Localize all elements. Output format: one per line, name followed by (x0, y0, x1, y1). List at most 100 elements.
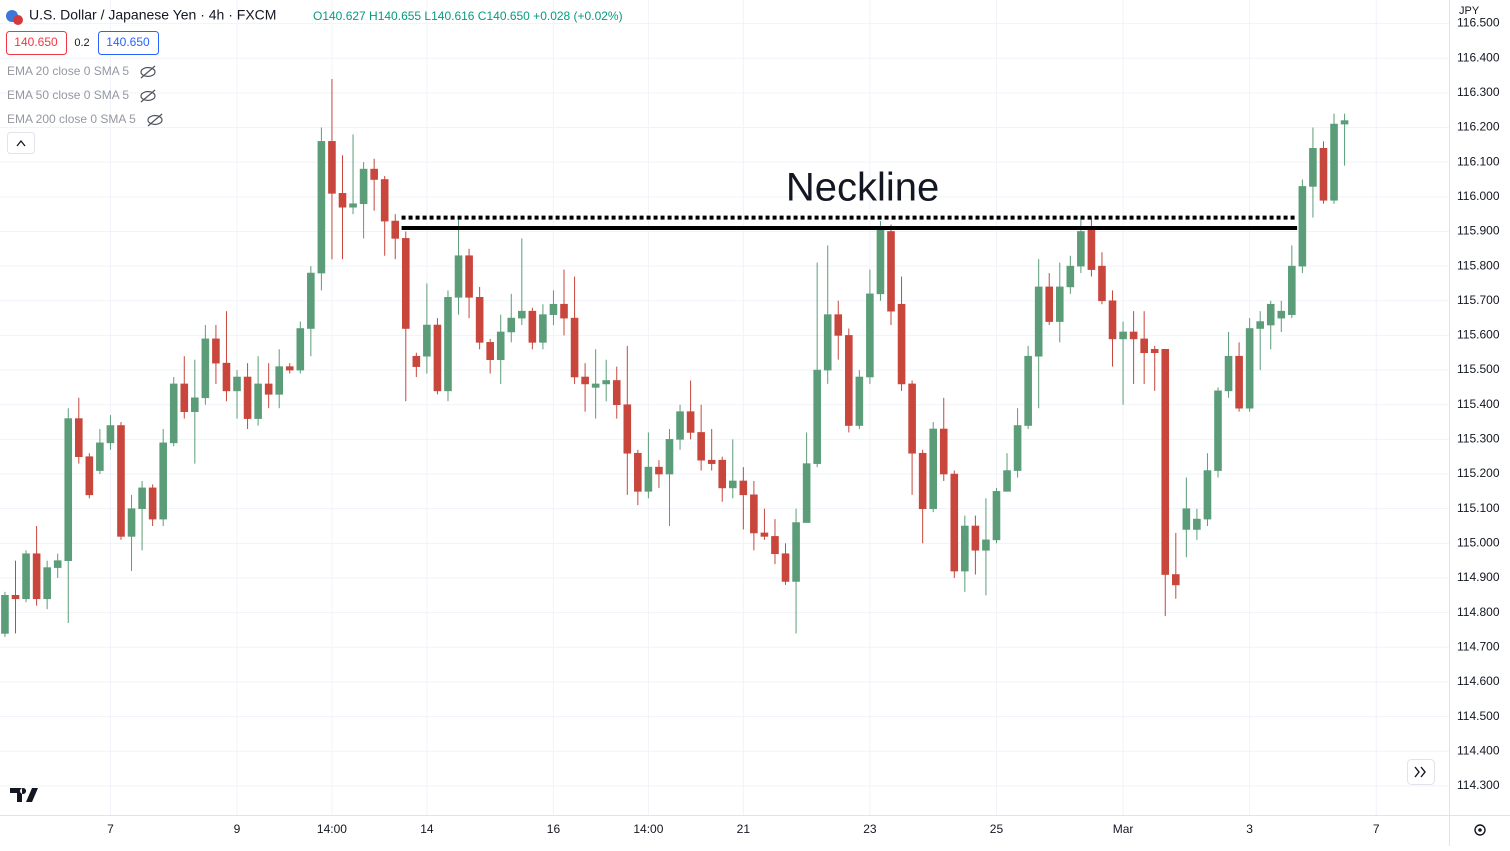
candle-body (908, 383, 916, 454)
x-tick-label: 25 (990, 822, 1004, 836)
y-tick-label: 115.300 (1457, 432, 1500, 446)
sell-button[interactable] (6, 31, 67, 55)
candle-body (1245, 328, 1254, 409)
x-tick-label: 7 (107, 822, 114, 836)
scroll-icon[interactable] (1414, 766, 1426, 778)
candle-body (423, 324, 431, 357)
y-tick-label: 115.900 (1457, 224, 1500, 238)
candle-body (85, 456, 94, 496)
candle-body (148, 487, 157, 520)
candle-body (823, 314, 832, 371)
candle-body (950, 473, 959, 572)
buy-price[interactable]: 140.650 (106, 35, 150, 49)
hidden-icons[interactable] (140, 65, 163, 127)
candle-body (1087, 227, 1096, 270)
candle-body (1203, 470, 1212, 520)
candle-body (1140, 338, 1148, 354)
candle-body (433, 324, 442, 392)
candle-body (180, 383, 189, 412)
settings-icon[interactable] (1478, 828, 1482, 832)
scroll-button[interactable] (1407, 759, 1435, 785)
candle-body (233, 376, 241, 392)
collapse-button[interactable] (7, 132, 35, 154)
candle-body (264, 383, 273, 395)
candle-body (201, 338, 210, 399)
y-tick-label: 116.300 (1457, 85, 1500, 99)
candle-body (222, 362, 231, 392)
candle-body (697, 432, 705, 461)
candle-body (644, 466, 653, 492)
candle-body (739, 480, 748, 496)
y-tick-label: 115.800 (1457, 258, 1500, 272)
candle-body (665, 439, 674, 475)
y-tick-label: 114.400 (1457, 743, 1500, 757)
candle-body (1256, 321, 1264, 329)
candle-body (813, 369, 821, 464)
candle-body (275, 366, 284, 395)
candle-body (117, 425, 125, 537)
y-tick-label: 114.800 (1457, 605, 1500, 619)
candle-body (781, 553, 790, 582)
x-tick-label: 3 (1246, 822, 1253, 836)
symbol-title: U.S. Dollar / Japanese Yen · 4h · FXCM (29, 7, 276, 23)
indicator-label[interactable]: EMA 50 close 0 SMA 5 (7, 88, 129, 102)
settings-button[interactable] (1474, 824, 1486, 836)
logo (10, 788, 38, 802)
candle-body (634, 452, 642, 492)
candle-body (1319, 148, 1328, 201)
candle-body (866, 293, 874, 378)
y-tick-label: 115.200 (1457, 466, 1500, 480)
x-tick-label: 7 (1373, 822, 1380, 836)
candle-body (1045, 286, 1054, 322)
candle-body (992, 491, 1001, 541)
candle-body (539, 314, 547, 343)
candle-body (74, 418, 83, 458)
candle-body (1224, 355, 1233, 392)
x-tick-label: 16 (547, 822, 561, 836)
buy-button[interactable] (98, 31, 159, 55)
candle-body (802, 463, 811, 523)
candle-body (771, 536, 779, 555)
candle-body (370, 168, 378, 180)
candle-body (391, 220, 400, 239)
x-tick-label: 14:00 (317, 822, 347, 836)
candle-body (496, 331, 505, 360)
x-tick-label: 21 (737, 822, 751, 836)
y-tick-label: 116.000 (1457, 189, 1500, 203)
y-tick-label: 115.500 (1457, 362, 1500, 376)
candle-body (349, 203, 357, 208)
candle-body (655, 466, 663, 475)
candle-body (454, 255, 463, 298)
candle-body (982, 539, 990, 551)
candle-body (518, 310, 526, 319)
candle-body (1077, 231, 1085, 267)
currency[interactable]: JPY (1459, 5, 1480, 17)
candle-body (296, 328, 305, 371)
candle-body (602, 380, 611, 385)
y-tick-label: 114.900 (1457, 570, 1500, 584)
spread: 0.2 (74, 37, 89, 49)
candle-body (971, 525, 980, 551)
candle-body (929, 428, 937, 509)
candle-body (1150, 348, 1159, 354)
candle-body (760, 532, 769, 537)
candle-body (1182, 508, 1191, 530)
symbol-icon (13, 15, 23, 25)
collapse-icon[interactable] (16, 139, 26, 147)
candle-body (22, 553, 30, 600)
indicator-label[interactable]: EMA 20 close 0 SMA 5 (7, 64, 129, 78)
sell-price[interactable]: 140.650 (14, 35, 58, 49)
indicator-label[interactable]: EMA 200 close 0 SMA 5 (7, 112, 136, 126)
candle-body (486, 342, 494, 360)
candle-body (686, 411, 695, 433)
x-tick-label: 14:00 (633, 822, 663, 836)
candle-body (1013, 425, 1022, 471)
candle-body (887, 231, 895, 312)
candle-body (444, 297, 452, 392)
candle-body (1330, 123, 1338, 201)
y-tick-label: 114.500 (1457, 709, 1500, 723)
candle-body (43, 567, 51, 600)
candle-body (307, 272, 315, 329)
